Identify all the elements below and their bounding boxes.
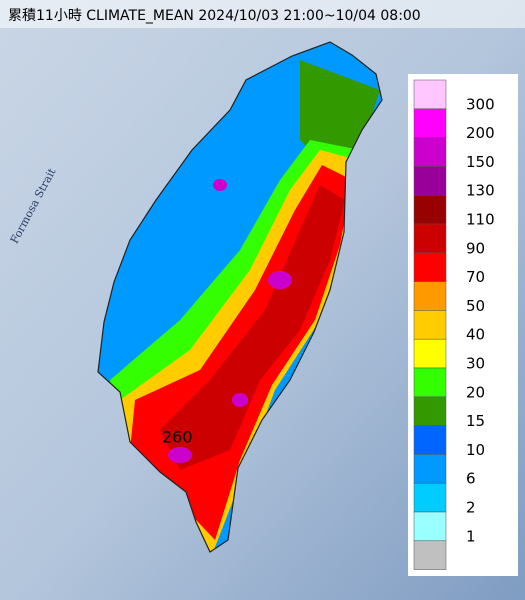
legend-label: 2 <box>466 499 476 517</box>
legend-label: 110 <box>466 211 495 229</box>
legend-swatch <box>413 454 447 484</box>
legend-label: 130 <box>466 182 495 200</box>
legend-label: 6 <box>466 470 476 488</box>
legend-swatch <box>413 108 447 138</box>
legend-label: 30 <box>466 355 485 373</box>
legend-swatch <box>413 396 447 426</box>
legend-label: 1 <box>466 527 476 545</box>
legend-swatch <box>413 367 447 398</box>
legend-items: 300 200 150 130 110 90 70 50 40 30 20 15 10 6 2 1 <box>413 79 495 570</box>
legend-swatch <box>413 137 447 167</box>
legend-label: 150 <box>466 153 495 171</box>
title: 累積11小時 CLIMATE_MEAN 2024/10/03 21:00~10/… <box>8 8 421 24</box>
legend-swatch <box>413 194 447 225</box>
legend-swatch <box>413 79 447 110</box>
legend-label: 200 <box>466 124 495 142</box>
legend-label: 300 <box>466 95 495 113</box>
title-bar <box>0 0 525 28</box>
legend-swatch <box>413 166 447 196</box>
legend-label: 15 <box>466 412 485 430</box>
legend-swatch <box>413 425 447 455</box>
legend-swatch <box>413 281 447 311</box>
max-label: 260 <box>162 428 193 447</box>
legend-swatch <box>413 252 447 282</box>
legend-label: 20 <box>466 383 485 401</box>
legend-label: 40 <box>466 326 485 344</box>
legend-swatch <box>413 338 447 369</box>
legend-swatch <box>413 310 447 340</box>
legend-label: 70 <box>466 268 485 286</box>
legend-label: 50 <box>466 297 485 315</box>
legend-swatch <box>413 482 447 513</box>
legend-swatch <box>413 223 447 254</box>
legend-label: 90 <box>466 239 485 257</box>
legend-swatch <box>413 511 447 542</box>
legend-label: 10 <box>466 441 485 459</box>
legend-swatch <box>413 540 447 570</box>
